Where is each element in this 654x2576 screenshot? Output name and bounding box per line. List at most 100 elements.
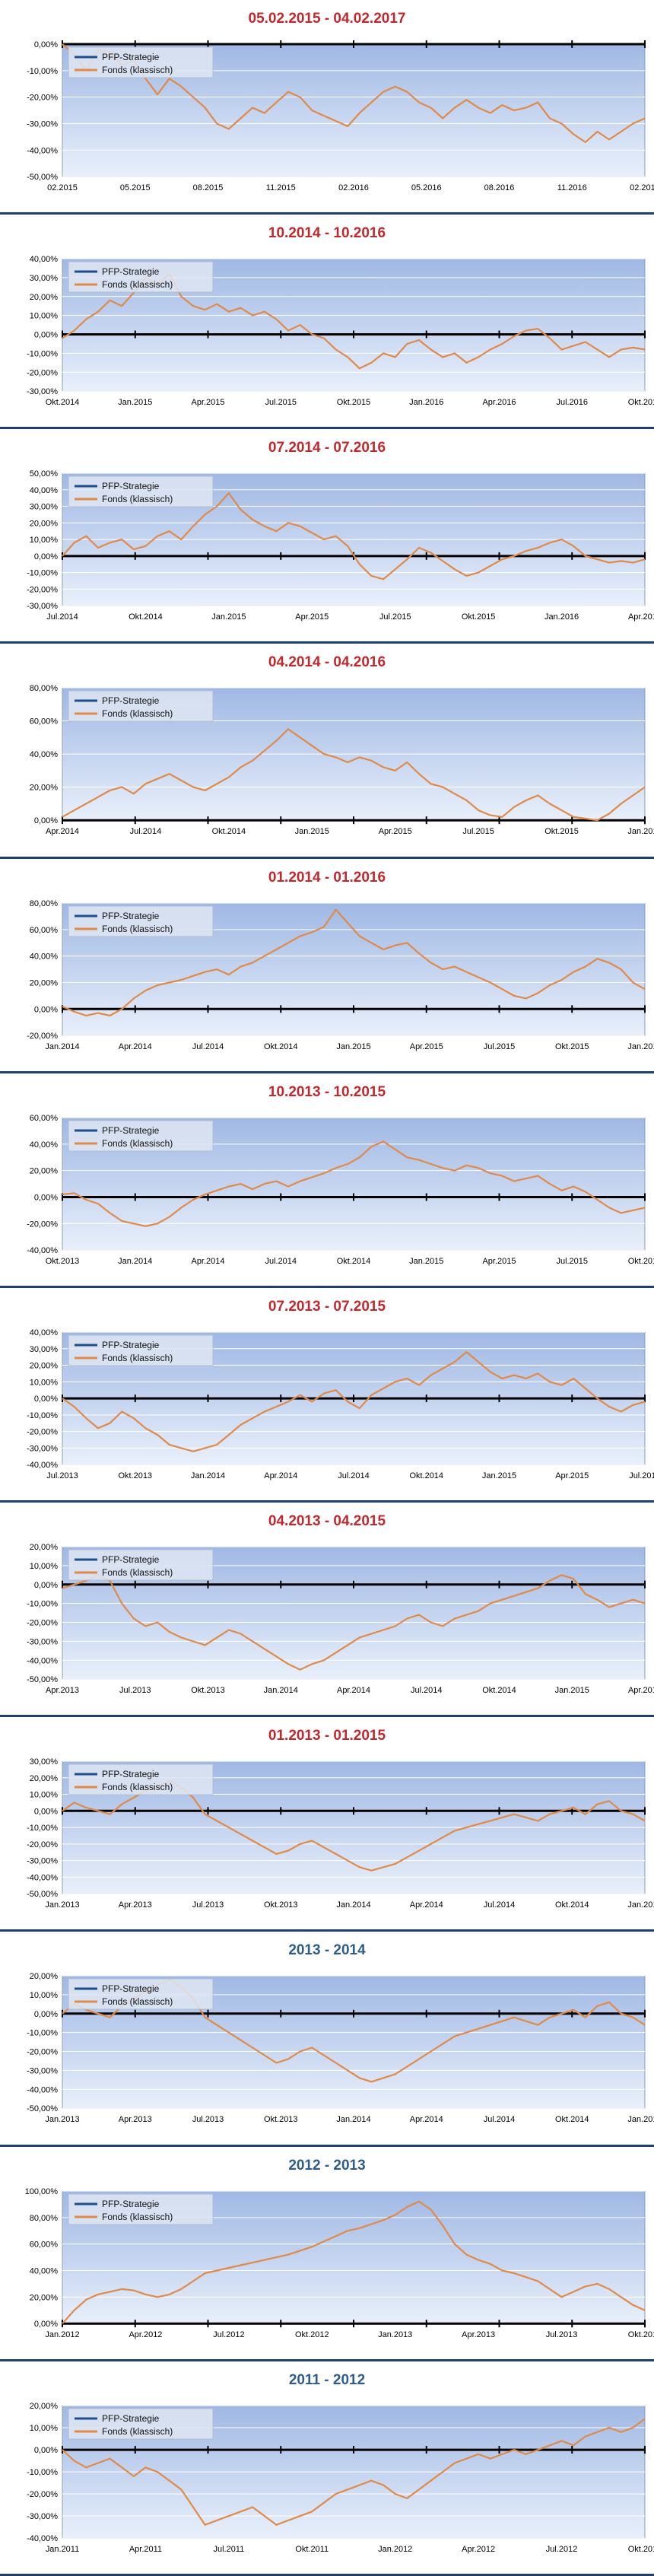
series-line-fund xyxy=(62,492,646,580)
legend-box xyxy=(68,905,214,937)
chart-panel: 2013 - 2014 20,00% 10,00% 0,00% -10,00% -20,0… xyxy=(0,1932,654,2147)
y-tick-label: 100,00% xyxy=(25,2187,59,2196)
y-tick-label: 20,00% xyxy=(30,2293,58,2302)
x-tick-label: Jan.2015 xyxy=(118,398,152,407)
legend-box xyxy=(68,1978,214,2010)
chart-title: 04.2014 - 04.2016 xyxy=(268,654,386,670)
x-tick-label: Okt.2014 xyxy=(212,828,246,837)
y-tick-label: 60,00% xyxy=(30,2240,58,2249)
x-tick-label: Apr.2013 xyxy=(119,1900,152,1910)
x-tick-label: Apr.2014 xyxy=(410,2116,443,2125)
x-tick-label: Apr.2013 xyxy=(119,2116,152,2125)
y-tick-label: 30,00% xyxy=(30,274,58,283)
x-tick-label: Jan.2014 xyxy=(336,1900,370,1910)
series-line-fund xyxy=(62,2418,646,2526)
y-tick-label: 80,00% xyxy=(30,684,58,693)
x-tick-label: Okt.2014 xyxy=(337,1257,371,1266)
x-tick-label: Jan.2012 xyxy=(45,2330,79,2339)
x-tick-label: 02.2015 xyxy=(47,183,78,192)
y-tick-label: -10,00% xyxy=(27,350,58,359)
chart-title: 10.2013 - 10.2015 xyxy=(268,1084,386,1100)
legend-box xyxy=(68,1120,214,1152)
y-tick-label: -40,00% xyxy=(27,2534,58,2543)
x-tick-label: Apr.2014 xyxy=(192,1257,225,1266)
x-tick-label: Jul.2015 xyxy=(484,1042,516,1051)
y-tick-label: -20,00% xyxy=(27,1428,58,1437)
y-tick-label: -30,00% xyxy=(27,1857,58,1866)
x-tick-label: 05.2015 xyxy=(120,183,151,192)
x-tick-label: Apr.2014 xyxy=(119,1042,152,1051)
chart-svg: 10.2014 - 10.2016 40,00% 30,00% 20,00% 10,00… xyxy=(27,225,654,407)
x-tick-label: Okt.2014 xyxy=(555,2116,589,2125)
y-tick-label: -30,00% xyxy=(27,2512,58,2521)
y-tick-label: 40,00% xyxy=(30,486,58,495)
x-tick-label: Apr.2012 xyxy=(129,2330,162,2339)
x-tick-label: Jul.2014 xyxy=(130,828,162,837)
y-tick-label: 20,00% xyxy=(30,293,58,302)
legend-fund-label: Fonds (klassisch) xyxy=(102,1353,173,1363)
y-tick-label: 0,00% xyxy=(34,817,58,826)
y-tick-label: 20,00% xyxy=(30,784,58,793)
x-tick-label: Apr.2016 xyxy=(628,612,654,622)
legend-box xyxy=(68,2408,214,2440)
x-tick-label: Jan.2015 xyxy=(627,1900,654,1910)
chart-panel: 2011 - 2012 20,00% 10,00% 0,00% -10,00% -20,0… xyxy=(0,2361,654,2576)
y-tick-label: -40,00% xyxy=(27,2086,58,2095)
x-tick-label: Jan.2013 xyxy=(378,2330,412,2339)
x-tick-label: Apr.2015 xyxy=(628,1686,654,1695)
y-tick-label: -50,00% xyxy=(27,1675,58,1684)
y-tick-label: -50,00% xyxy=(27,173,58,182)
legend-fund-label: Fonds (klassisch) xyxy=(102,924,173,934)
chart-title: 05.02.2015 - 04.02.2017 xyxy=(249,11,406,27)
x-tick-label: Jan.2013 xyxy=(45,2116,79,2125)
chart-panel: 10.2014 - 10.2016 40,00% 30,00% 20,00% 10,00… xyxy=(0,215,654,430)
x-tick-label: Jan.2016 xyxy=(409,398,443,407)
x-tick-label: Jan.2013 xyxy=(45,1900,79,1910)
x-tick-label: Apr.2011 xyxy=(129,2545,162,2554)
chart-title: 01.2013 - 01.2015 xyxy=(268,1728,386,1744)
y-tick-label: -40,00% xyxy=(27,1874,58,1883)
x-tick-label: Jul.2014 xyxy=(46,612,78,622)
chart-title: 2013 - 2014 xyxy=(288,1942,366,1958)
x-tick-label: Jan.2015 xyxy=(555,1686,589,1695)
y-tick-label: 0,00% xyxy=(34,1193,58,1202)
y-tick-label: -10,00% xyxy=(27,1600,58,1609)
x-tick-label: Apr.2013 xyxy=(46,1686,79,1695)
chart-panel: 01.2013 - 01.2015 30,00% 20,00% 10,00% 0,00%… xyxy=(0,1717,654,1932)
legend-strategy-label: PFP-Strategie xyxy=(102,1340,160,1350)
legend-box xyxy=(68,475,214,507)
x-tick-label: Apr.2015 xyxy=(379,828,412,837)
y-tick-label: 20,00% xyxy=(30,1361,58,1370)
x-tick-label: Okt.2015 xyxy=(628,1257,654,1266)
chart-panel: 05.02.2015 - 04.02.2017 0,00% -10,00% -20,0… xyxy=(0,0,654,215)
panel-separator xyxy=(0,1500,654,1503)
y-tick-label: 30,00% xyxy=(30,1757,58,1767)
x-tick-label: 05.2016 xyxy=(411,183,442,192)
x-tick-label: Jul.2012 xyxy=(213,2330,245,2339)
x-tick-label: Jan.2014 xyxy=(264,1686,298,1695)
x-tick-label: Okt.2013 xyxy=(628,2330,654,2339)
x-tick-label: Jan.2016 xyxy=(627,1042,654,1051)
x-tick-label: Apr.2014 xyxy=(337,1686,370,1695)
x-tick-label: Jul.2013 xyxy=(46,1471,78,1480)
x-tick-label: Jul.2015 xyxy=(265,398,297,407)
chart-panel: 04.2013 - 04.2015 20,00% 10,00% 0,00% -10,00… xyxy=(0,1503,654,1718)
legend-strategy-label: PFP-Strategie xyxy=(102,695,160,706)
y-tick-label: -20,00% xyxy=(27,1840,58,1849)
legend-strategy-label: PFP-Strategie xyxy=(102,1769,160,1779)
x-tick-label: 08.2016 xyxy=(484,183,515,192)
y-tick-label: 50,00% xyxy=(30,469,58,479)
x-tick-label: Okt.2011 xyxy=(295,2545,329,2554)
y-tick-label: 10,00% xyxy=(30,536,58,545)
x-tick-label: Jan.2014 xyxy=(45,1042,79,1051)
panel-separator xyxy=(0,427,654,430)
legend-box xyxy=(68,690,214,722)
chart-svg: 2012 - 2013 100,00% 80,00% 60,00% 40,00% 20,0… xyxy=(25,2158,654,2339)
x-tick-label: Jan.2012 xyxy=(378,2545,412,2554)
legend-fund-label: Fonds (klassisch) xyxy=(102,2426,173,2437)
y-tick-label: -40,00% xyxy=(27,1246,58,1255)
chart-panel: 2012 - 2013 100,00% 80,00% 60,00% 40,00% 20,0… xyxy=(0,2146,654,2361)
y-tick-label: -40,00% xyxy=(27,1656,58,1665)
panel-separator xyxy=(0,2358,654,2361)
chart-svg: 04.2013 - 04.2015 20,00% 10,00% 0,00% -10,00… xyxy=(27,1513,654,1695)
